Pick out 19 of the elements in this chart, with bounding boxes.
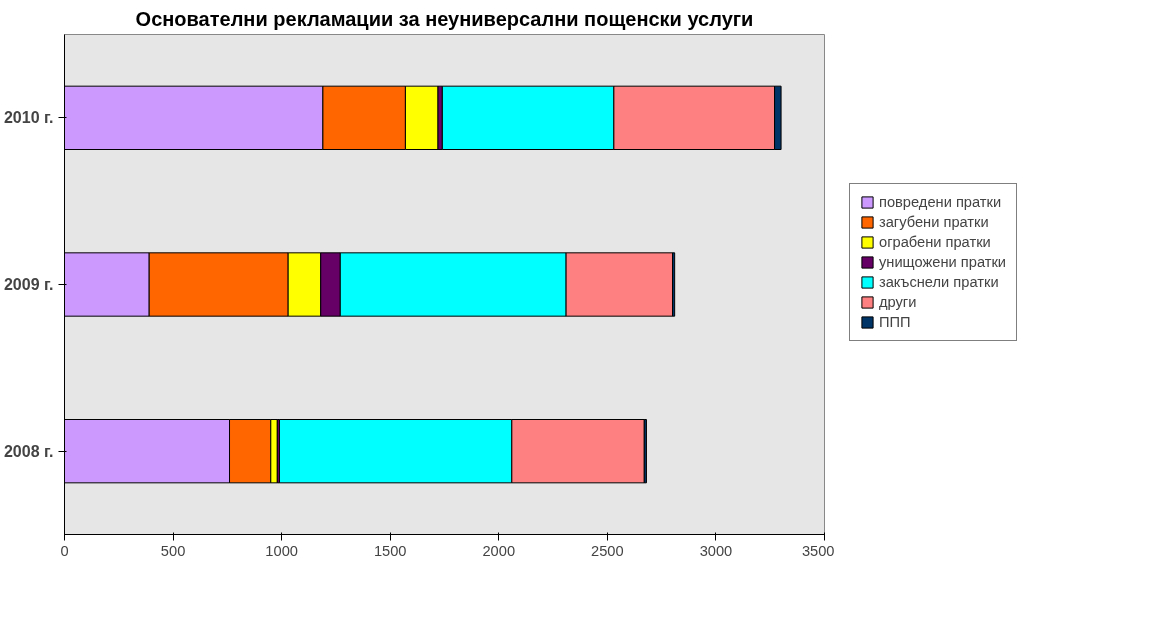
chart-title: Основателни рекламации за неуниверсални пощенски услуги <box>135 7 754 30</box>
x-tick-label: 500 <box>160 542 186 559</box>
y-tick-label: 2010 г. <box>3 109 54 127</box>
x-tick-label: 3500 <box>801 542 835 559</box>
x-tick-label: 1000 <box>265 542 298 559</box>
x-tick-label: 0 <box>60 542 69 559</box>
legend-label: ППП <box>879 314 911 331</box>
x-tick-label: 3000 <box>699 542 733 559</box>
x-tick-label: 2500 <box>591 542 624 559</box>
legend-label: унищожени пратки <box>879 254 1007 271</box>
x-tick-label: 1500 <box>373 542 407 559</box>
legend-label: ограбени пратки <box>879 234 991 251</box>
legend-label: повредени пратки <box>879 194 1002 211</box>
legend-label: загубени пратки <box>879 214 989 231</box>
x-tick-label: 2000 <box>482 542 516 559</box>
y-tick-label: 2008 г. <box>3 442 54 460</box>
y-tick-label: 2009 г. <box>3 276 54 293</box>
legend-label: други <box>879 294 917 311</box>
legend-label: закъснели пратки <box>879 274 999 291</box>
